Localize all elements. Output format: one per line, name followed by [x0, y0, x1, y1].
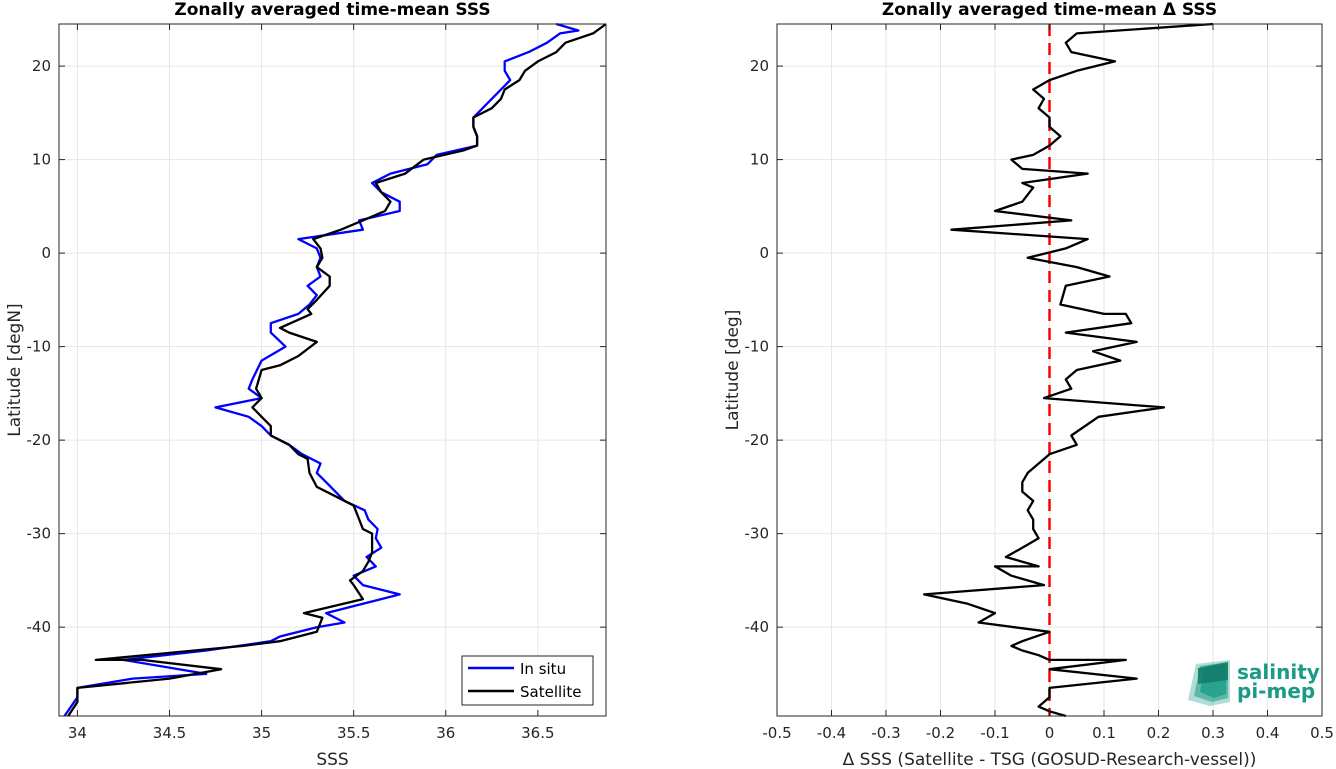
series-satellite-line — [67, 23, 607, 717]
series-in-situ-line — [63, 22, 580, 717]
right-x-axis-label: Δ SSS (Satellite - TSG (GOSUD-Research-v… — [843, 750, 1257, 769]
left-plot-area-border — [58, 23, 607, 717]
right-x-tick-label: -0.2 — [926, 724, 955, 742]
right-x-tick-label: -0.4 — [817, 724, 846, 742]
salinity-pi-mep-logo: salinity pi-mep — [1188, 660, 1320, 706]
left-y-tick-label: -10 — [27, 338, 52, 356]
right-chart-panel: -0.5 -0.4 -0.3 -0.2 -0.1 0 0.1 0.2 0.3 0.4 0.5 -40 -… — [723, 0, 1334, 769]
left-chart-panel: 34 34.5 35 35.5 36 36.5 -40 -30 -20 -10 0 10 20 Zona… — [5, 0, 607, 769]
legend-box — [461, 655, 594, 706]
right-y-tick-label: 20 — [750, 57, 769, 75]
left-x-tick-label: 34 — [68, 724, 87, 742]
legend: In situ Satellite — [461, 655, 594, 706]
right-x-tick-label: -0.3 — [871, 724, 900, 742]
right-x-tick-label: 0.4 — [1256, 724, 1280, 742]
right-y-tick-label: -40 — [745, 618, 770, 636]
left-x-axis-label: SSS — [316, 750, 348, 769]
delta-sss-line — [922, 22, 1214, 718]
right-x-tick-label: 0.5 — [1310, 724, 1334, 742]
left-y-tick-label: -40 — [27, 618, 52, 636]
left-chart-title: Zonally averaged time-mean SSS — [174, 0, 490, 20]
left-y-tick-label: -20 — [27, 431, 52, 449]
logo-text-pi-mep: pi-mep — [1237, 679, 1315, 703]
right-y-tick-label: 0 — [759, 244, 769, 262]
right-x-tick-label: -0.5 — [762, 724, 791, 742]
right-chart-title: Zonally averaged time-mean Δ SSS — [882, 0, 1217, 20]
left-y-tick-label: 0 — [41, 244, 51, 262]
right-x-tick-label: -0.1 — [980, 724, 1009, 742]
left-y-tick-label: 10 — [32, 151, 51, 169]
right-x-tick-label: 0.3 — [1201, 724, 1225, 742]
left-x-tick-label: 34.5 — [153, 724, 186, 742]
right-x-tick-label: 0 — [1045, 724, 1055, 742]
right-x-tick-label: 0.1 — [1092, 724, 1116, 742]
left-y-axis-label: Latitude [degN] — [5, 303, 25, 436]
right-y-tick-label: -10 — [745, 338, 770, 356]
left-x-tick-label: 35 — [252, 724, 271, 742]
left-y-tick-label: 20 — [32, 57, 51, 75]
right-x-tick-label: 0.2 — [1147, 724, 1171, 742]
right-y-tick-label: -20 — [745, 431, 770, 449]
legend-in-situ-label: In situ — [520, 660, 566, 678]
right-y-axis-label: Latitude [deg] — [723, 310, 743, 431]
left-y-tick-label: -30 — [27, 525, 52, 543]
left-x-tick-label: 36.5 — [521, 724, 554, 742]
left-x-tick-label: 36 — [436, 724, 455, 742]
right-y-tick-label: -30 — [745, 525, 770, 543]
logo-text-salinity: salinity — [1237, 660, 1320, 684]
logo-wave-icon — [1188, 660, 1230, 706]
right-y-tick-label: 10 — [750, 151, 769, 169]
legend-satellite-label: Satellite — [520, 683, 581, 701]
left-x-tick-label: 35.5 — [337, 724, 370, 742]
